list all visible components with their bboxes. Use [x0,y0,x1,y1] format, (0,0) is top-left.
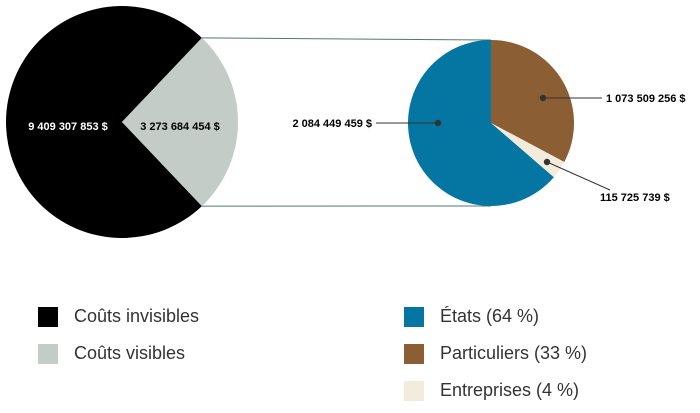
connector-lines [201,37,492,207]
slice-couts-visibles [122,37,238,207]
legend-swatch [38,343,58,364]
legend-label: Coûts invisibles [74,306,200,326]
legend-item-etats-64: États (64 %) [404,306,539,327]
legend-swatch [404,380,424,401]
value-labels: 9 409 307 853 $ 3 273 684 454 $ 2 084 449 … [28,93,685,204]
entreprises-leader [546,161,611,191]
legend-swatch [404,343,424,364]
label-etats: 2 084 449 459 $ [292,118,372,130]
legend-label: États (64 %) [440,306,540,326]
legend-item-particuliers-33: Particuliers (33 %) [404,343,587,364]
big-pie [6,5,238,238]
label-entreprises: 115 725 739 $ [600,192,670,204]
legend-label: Particuliers (33 %) [440,343,588,363]
legend-swatch [404,306,424,327]
label-particuliers: 1 073 509 256 $ [606,93,686,105]
slice-etats-64 [408,39,554,206]
legend-label: Entreprises (4 %) [440,380,580,400]
legend-item-entreprises-4: Entreprises (4 %) [404,380,579,401]
label-couts-invisibles: 9 409 307 853 $ [28,121,108,133]
label-couts-visibles: 3 273 684 454 $ [140,121,220,133]
legend-item-couts-invisibles: Coûts invisibles [38,306,199,327]
particuliers-dot [539,94,547,102]
legend-swatch [38,306,58,327]
entreprises-dot [543,158,551,166]
small-pie [408,39,574,206]
legend-label: Coûts visibles [74,343,186,363]
slice-couts-invisibles [6,5,202,238]
etats-dot [434,119,442,127]
legend-item-couts-visibles: Coûts visibles [38,343,185,364]
slice-particuliers-33 [491,40,574,163]
connector-line-top [201,37,492,41]
